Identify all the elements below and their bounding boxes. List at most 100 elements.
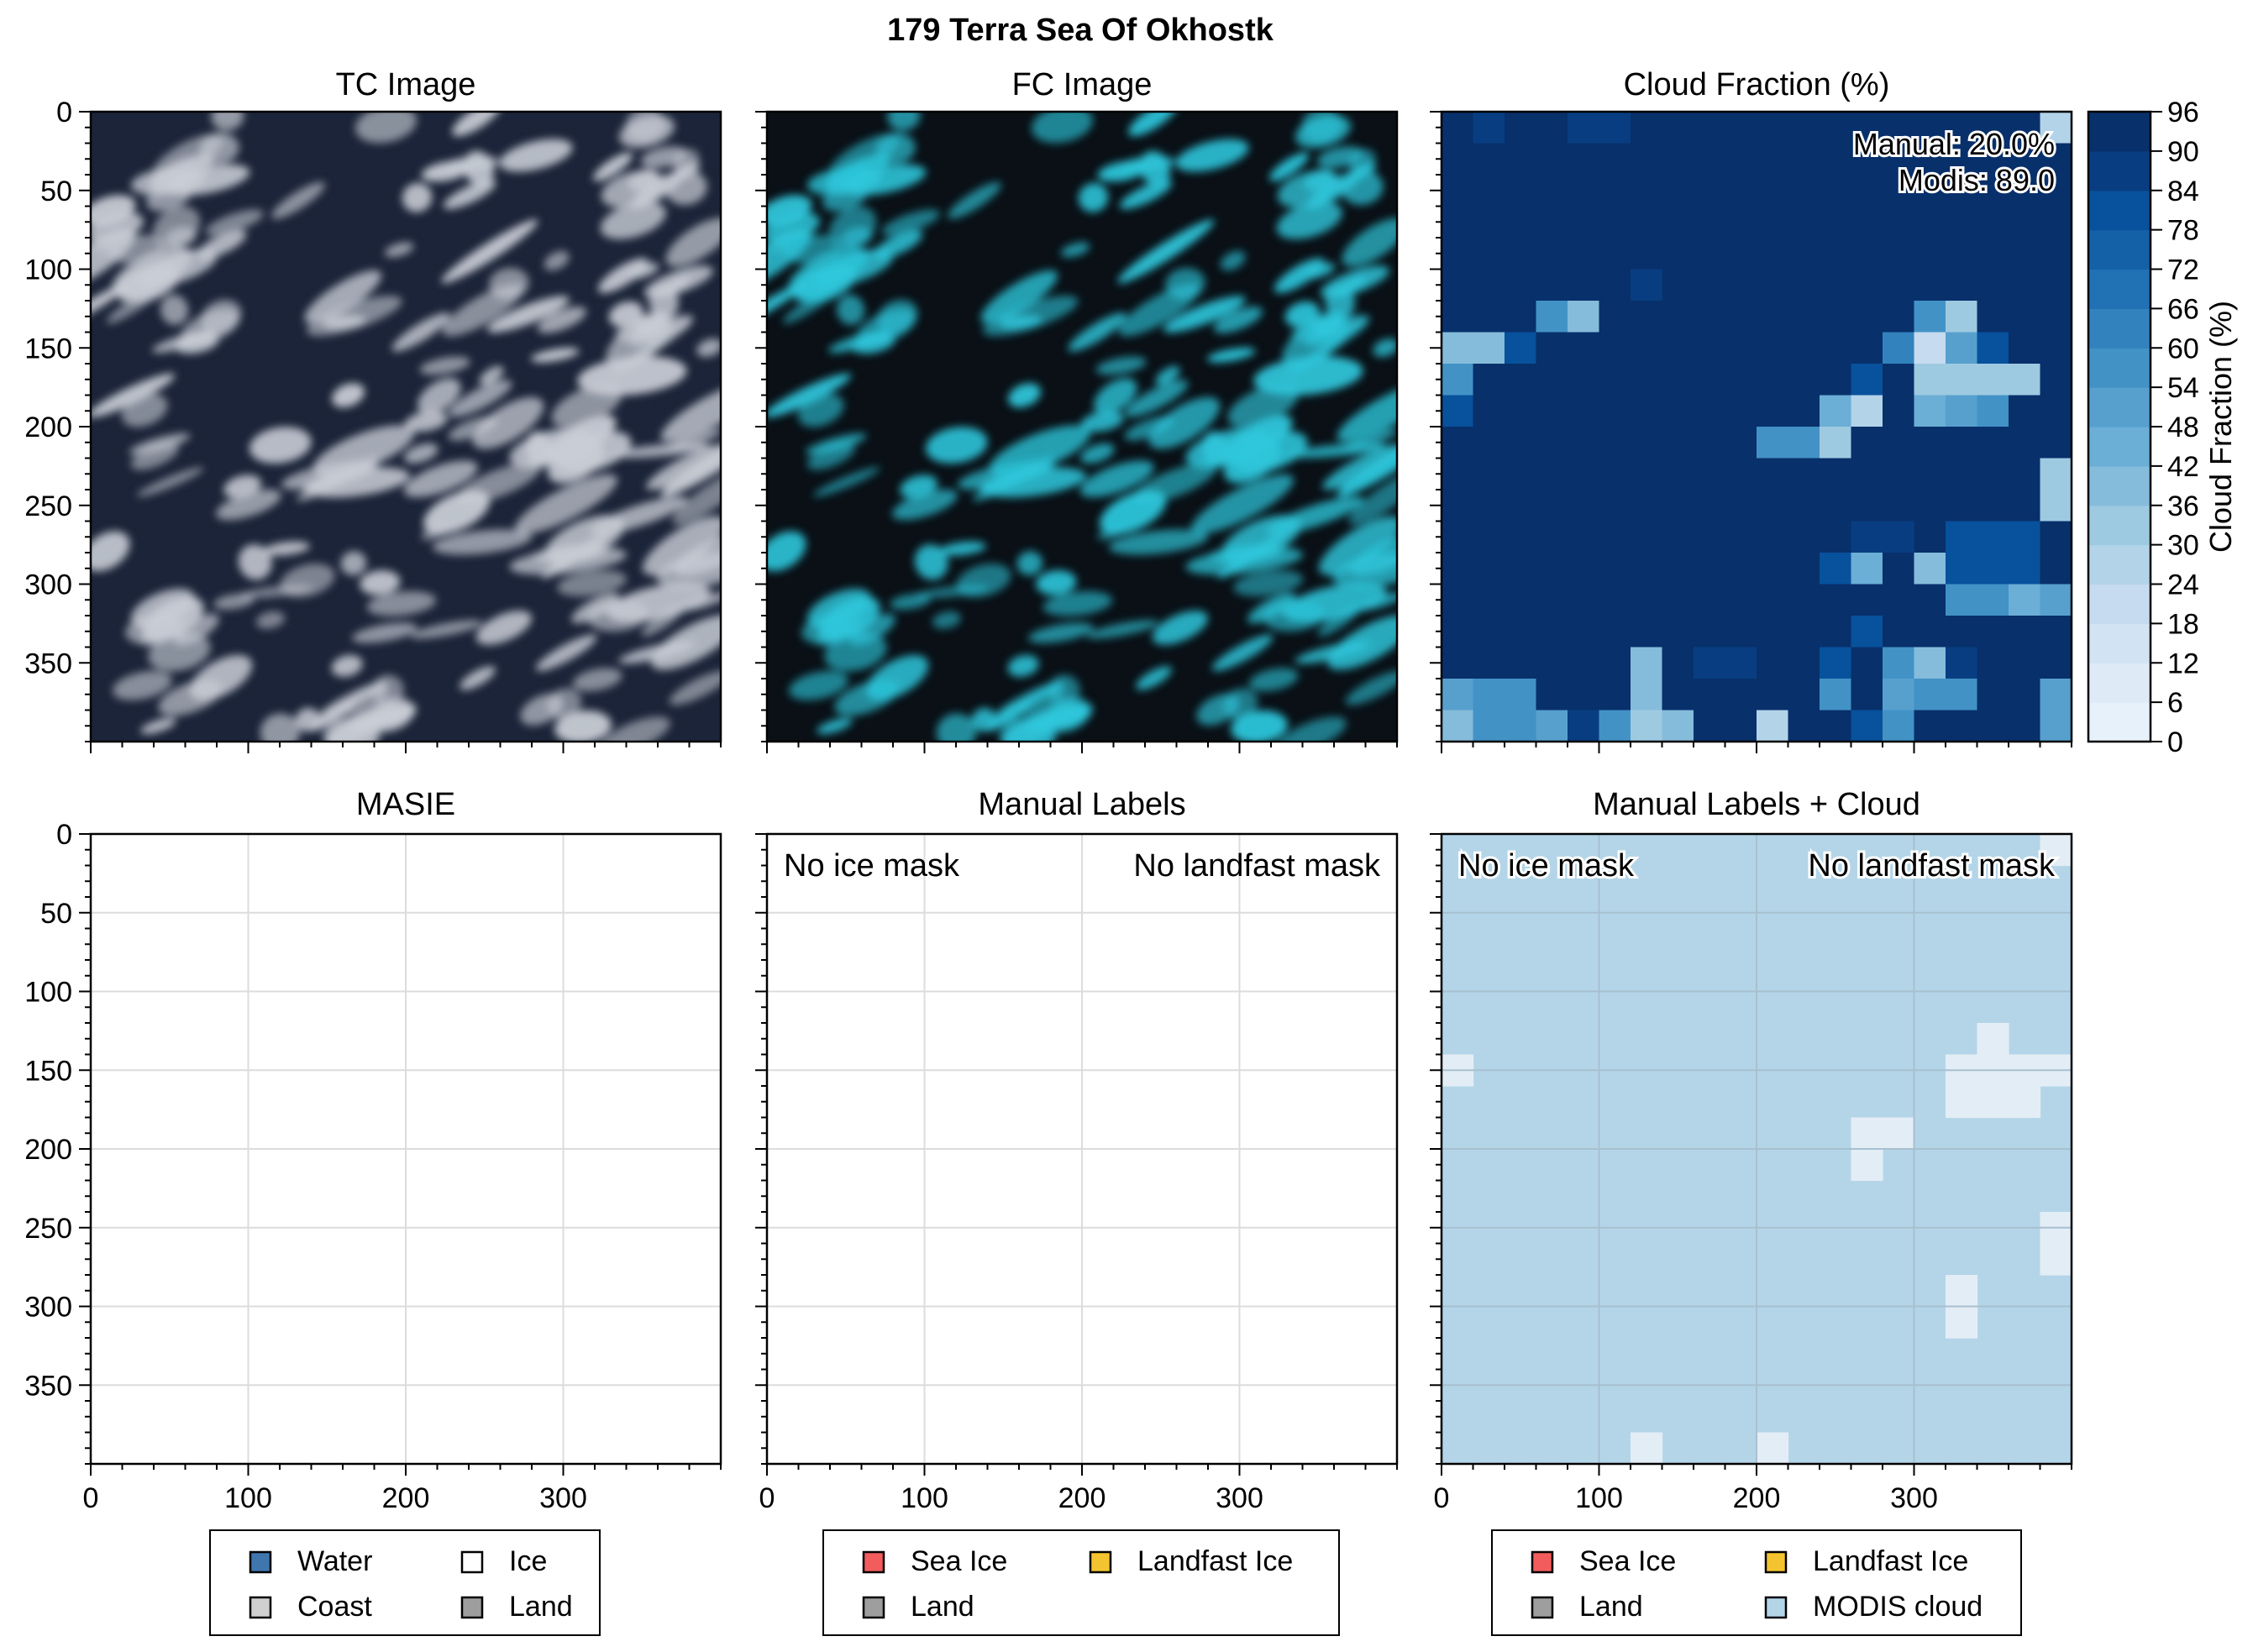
cloud-fraction-cell bbox=[1694, 364, 1726, 396]
cloud-streak bbox=[989, 425, 1091, 476]
cloud-streak bbox=[130, 442, 179, 470]
colorbar-segment bbox=[2088, 465, 2151, 506]
x-tick-label: 300 bbox=[539, 1482, 587, 1514]
cloud-fraction-cell bbox=[1820, 647, 1852, 679]
colorbar-ticks: 0 6 12 18 24 30 36 42 48 54 60 66 72 78 84 90 96 bbox=[2151, 97, 2199, 758]
cloud-fraction-cell bbox=[1536, 679, 1568, 711]
cloud-fraction-cell bbox=[1757, 647, 1789, 679]
cloud-streak bbox=[782, 234, 843, 265]
cloud-fraction-cell bbox=[2040, 395, 2072, 427]
cloud-streak bbox=[472, 396, 544, 449]
cloud-fraction-cell bbox=[1946, 395, 1978, 427]
no-ice-mask-label: No ice mask bbox=[784, 848, 960, 884]
cloud-fraction-cell bbox=[1914, 490, 1946, 522]
cloud-fraction-cell bbox=[1505, 269, 1537, 302]
cloud-fraction-title: Cloud Fraction (%) bbox=[1624, 67, 1890, 102]
cloud-fraction-cell bbox=[1788, 238, 1820, 270]
modis-clear-cell bbox=[2040, 1243, 2072, 1276]
legend-label: Sea Ice bbox=[1579, 1545, 1676, 1577]
cloud-fraction-cell bbox=[1536, 584, 1568, 616]
cloud-fraction-cell bbox=[1473, 584, 1505, 616]
cloud-streak bbox=[255, 611, 285, 629]
cloud-fraction-cell bbox=[2009, 616, 2041, 648]
cloud-streak bbox=[249, 427, 312, 464]
cloud-streak bbox=[643, 516, 721, 575]
cloud-fraction-cell bbox=[1725, 710, 1757, 742]
cloud-streak bbox=[148, 632, 211, 672]
cloud-streak bbox=[1233, 570, 1304, 597]
cloud-fraction-cell bbox=[1505, 364, 1537, 396]
cloud-streak bbox=[443, 180, 496, 209]
cloud-fraction-cell bbox=[1662, 458, 1694, 490]
cloud-fraction-cell bbox=[1631, 710, 1663, 742]
cloud-streak bbox=[767, 373, 852, 417]
cloud-fraction-cell bbox=[1568, 143, 1600, 176]
legend-swatch bbox=[1531, 1550, 1554, 1574]
cloud-streak bbox=[1080, 411, 1124, 433]
cloud-fraction-cell bbox=[1851, 710, 1883, 742]
cloud-streak bbox=[1042, 590, 1113, 616]
cloud-fraction-cell bbox=[1851, 458, 1883, 490]
cloud-fraction-cell bbox=[1757, 238, 1789, 270]
modis-clear-cells bbox=[1442, 834, 2072, 1465]
cloud-streak bbox=[824, 155, 890, 191]
cloud-fraction-cell bbox=[1946, 458, 1978, 490]
cloud-fraction-cell bbox=[1851, 679, 1883, 711]
cloud-fraction-cell bbox=[1694, 584, 1726, 616]
cloud-fraction-cell bbox=[1946, 238, 1978, 270]
legend-swatch bbox=[1089, 1550, 1112, 1574]
cloud-fraction-cell bbox=[2040, 206, 2072, 239]
cloud-streak bbox=[271, 181, 325, 219]
cloud-fraction-cell bbox=[1788, 269, 1820, 302]
cloud-streak bbox=[263, 541, 310, 556]
cloud-streak bbox=[881, 209, 940, 236]
cloud-fraction-cell bbox=[1694, 521, 1726, 553]
cloud-streak bbox=[432, 529, 533, 555]
cloud-streak bbox=[641, 605, 685, 637]
cloud-streak bbox=[1117, 219, 1215, 284]
cloud-fraction-cell bbox=[1725, 395, 1757, 427]
cloud-fraction-cell bbox=[1442, 584, 1474, 616]
cloud-streak bbox=[1094, 378, 1137, 415]
cloud-fraction-cell bbox=[1442, 553, 1474, 585]
cloud-fraction-cell bbox=[1977, 490, 2009, 522]
cloud-fraction-cell bbox=[1442, 364, 1474, 396]
cloud-fraction-cell bbox=[1505, 490, 1537, 522]
cloud-fraction-cell bbox=[1757, 269, 1789, 302]
cloud-streak bbox=[136, 467, 204, 497]
cloud-fraction-cell bbox=[1946, 269, 1978, 302]
cloud-streak bbox=[1139, 150, 1171, 186]
cloud-fraction-cell bbox=[2040, 679, 2072, 711]
cloud-fraction-cell bbox=[1757, 710, 1789, 742]
legend-label: Land bbox=[1579, 1591, 1643, 1623]
cloud-fraction-cell bbox=[1788, 521, 1820, 553]
x-tick-label: 0 bbox=[759, 1482, 775, 1514]
cloud-fraction-cell bbox=[1788, 647, 1820, 679]
cloud-fraction-cell bbox=[1536, 553, 1568, 585]
cloud-fraction-cell bbox=[1473, 301, 1505, 333]
cloud-streak bbox=[1132, 462, 1217, 504]
y-tick-label: 100 bbox=[24, 254, 72, 286]
cloud-fraction-cell bbox=[1473, 364, 1505, 396]
cloud-streak bbox=[767, 531, 806, 572]
tc-cloud-streaks bbox=[91, 112, 721, 742]
cloud-fraction-cell bbox=[1442, 332, 1474, 364]
cloud-fraction-cell bbox=[1788, 710, 1820, 742]
cloud-streak bbox=[509, 546, 627, 575]
cloud-fraction-cell bbox=[1851, 175, 1883, 207]
cloud-fraction-cell bbox=[1536, 616, 1568, 648]
cloud-fraction-cell bbox=[1473, 553, 1505, 585]
cloud-fraction-cell bbox=[1599, 427, 1631, 459]
x-tick-label: 100 bbox=[224, 1482, 272, 1514]
cloud-streak bbox=[1276, 716, 1347, 742]
cloud-streak bbox=[1306, 170, 1361, 209]
x-tick-label: 300 bbox=[1216, 1482, 1263, 1514]
cloud-fraction-heatmap bbox=[1442, 112, 2072, 742]
cloud-fraction-cell bbox=[1442, 143, 1474, 176]
cloud-fraction-cell bbox=[1851, 301, 1883, 333]
y-tick-label: 350 bbox=[24, 648, 72, 679]
cloud-fraction-cell bbox=[1442, 427, 1474, 459]
cloud-fraction-cell bbox=[1505, 175, 1537, 207]
cloud-fraction-cell bbox=[2009, 458, 2041, 490]
cloud-fraction-cell bbox=[2009, 647, 2041, 679]
